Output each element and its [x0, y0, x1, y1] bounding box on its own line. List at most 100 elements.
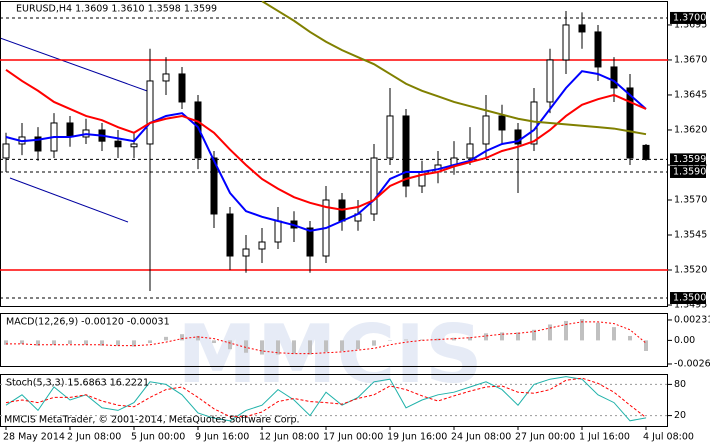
candle-body — [482, 115, 490, 145]
price-label: 1.3590 — [673, 166, 706, 177]
x-tick-label: 4 Jul 08:00 — [643, 432, 694, 443]
macd-bar — [132, 340, 136, 347]
candle-body — [210, 157, 218, 215]
macd-bar — [148, 340, 152, 344]
price-label: 1.3500 — [673, 293, 706, 304]
macd-bar — [452, 337, 456, 341]
y-tick-label: 1.3570 — [674, 194, 707, 205]
candle-body — [546, 59, 554, 103]
x-tick-label: 28 May 2014 — [3, 432, 65, 443]
macd-bar — [100, 340, 104, 346]
macd-bar — [500, 332, 504, 341]
candle-body — [402, 115, 410, 187]
macd-bar — [244, 340, 248, 353]
macd-bar — [612, 327, 616, 341]
x-tick-label: 2 Jun 08:00 — [67, 432, 121, 443]
macd-bar — [516, 332, 520, 341]
x-tick-label: 1 Jul 16:00 — [579, 432, 630, 443]
macd-bar — [116, 340, 120, 346]
x-tick-label: 27 Jun 00:00 — [515, 432, 575, 443]
macd-bar — [4, 340, 8, 345]
y-tick-label: 0.00231 — [674, 314, 710, 325]
candle-body — [226, 213, 234, 257]
macd-bar — [292, 340, 296, 354]
macd-bar — [52, 340, 56, 345]
macd-bar — [164, 336, 168, 341]
watermark: MMCIS — [177, 308, 482, 401]
indicator-title: MACD(12,26,9) -0.00120 -0.00031 — [6, 317, 170, 328]
plot-area — [0, 1, 668, 299]
macd-bar — [36, 340, 40, 346]
candle-body — [194, 101, 202, 159]
indicator-title: Stoch(5,3,3) 15.6863 16.2221 — [6, 378, 149, 389]
candle-body — [162, 73, 170, 82]
chart-title: EURUSD,H4 1.3609 1.3610 1.3598 1.3599 — [16, 4, 217, 15]
candle-body — [562, 24, 570, 61]
candle-body — [306, 227, 314, 257]
candle-body — [130, 143, 138, 148]
y-tick-label: 1.3495 — [674, 300, 707, 311]
macd-bar — [468, 336, 472, 341]
candle-body — [66, 122, 74, 138]
candle-body — [370, 157, 378, 215]
y-tick-label: 80 — [674, 379, 686, 390]
candle-body — [114, 140, 122, 148]
candle-body — [626, 87, 634, 159]
candle-body — [610, 66, 618, 89]
price-label-box — [670, 165, 706, 178]
price-label: 1.3599 — [673, 154, 706, 165]
candle-body — [594, 31, 602, 68]
channel-line — [9, 177, 129, 223]
macd-bar — [260, 340, 264, 355]
candle-body — [258, 241, 266, 250]
x-tick-label: 12 Jun 08:00 — [259, 432, 319, 443]
x-tick-label: 5 Jun 00:00 — [131, 432, 185, 443]
stoch-line — [5, 376, 647, 422]
candle-body — [146, 80, 154, 145]
y-tick-label: 1.3545 — [674, 230, 707, 241]
macd-bar — [308, 340, 312, 355]
price-label-box — [670, 153, 706, 166]
macd-bar — [596, 322, 600, 341]
macd-bar — [372, 340, 376, 346]
panel-frame — [0, 313, 668, 367]
y-tick-label: -0.00267 — [674, 358, 710, 369]
macd-bar — [276, 340, 280, 355]
macd-signal — [6, 321, 647, 355]
y-tick-label: 1.3645 — [674, 89, 707, 100]
channel-line — [0, 37, 151, 93]
macd-bar — [324, 340, 328, 352]
macd-bar — [228, 340, 232, 350]
candle-body — [386, 115, 394, 159]
macd-bar — [20, 340, 24, 344]
price-label-box — [670, 11, 706, 24]
x-tick-label: 9 Jun 16:00 — [195, 432, 249, 443]
y-tick-label: 0.00 — [674, 335, 695, 346]
macd-bar — [196, 335, 200, 341]
candle-body — [466, 143, 474, 159]
candle-body — [242, 248, 250, 257]
macd-bar — [84, 340, 88, 345]
moving-average — [261, 1, 647, 136]
candle-body — [514, 129, 522, 145]
candle-body — [178, 73, 186, 103]
panel-frame — [0, 374, 668, 427]
candle-body — [530, 101, 538, 145]
y-tick-label: 20 — [674, 410, 686, 421]
candle-body — [642, 144, 650, 160]
candle-body — [34, 136, 42, 152]
candle-body — [578, 24, 586, 33]
macd-bar — [548, 324, 552, 341]
panel-frame — [0, 1, 668, 307]
y-tick-label: 1.3520 — [674, 265, 707, 276]
macd-bar — [532, 329, 536, 341]
moving-average — [5, 68, 647, 211]
candle-body — [498, 115, 506, 131]
stoch-line — [5, 377, 647, 418]
y-tick-label: 1.3695 — [674, 19, 707, 30]
macd-bar — [644, 340, 648, 351]
y-tick-label: 1.3670 — [674, 54, 707, 65]
footer: MMCIS MetaTrader, © 2001-2014, MetaQuote… — [4, 415, 300, 426]
macd-bar — [420, 339, 424, 341]
